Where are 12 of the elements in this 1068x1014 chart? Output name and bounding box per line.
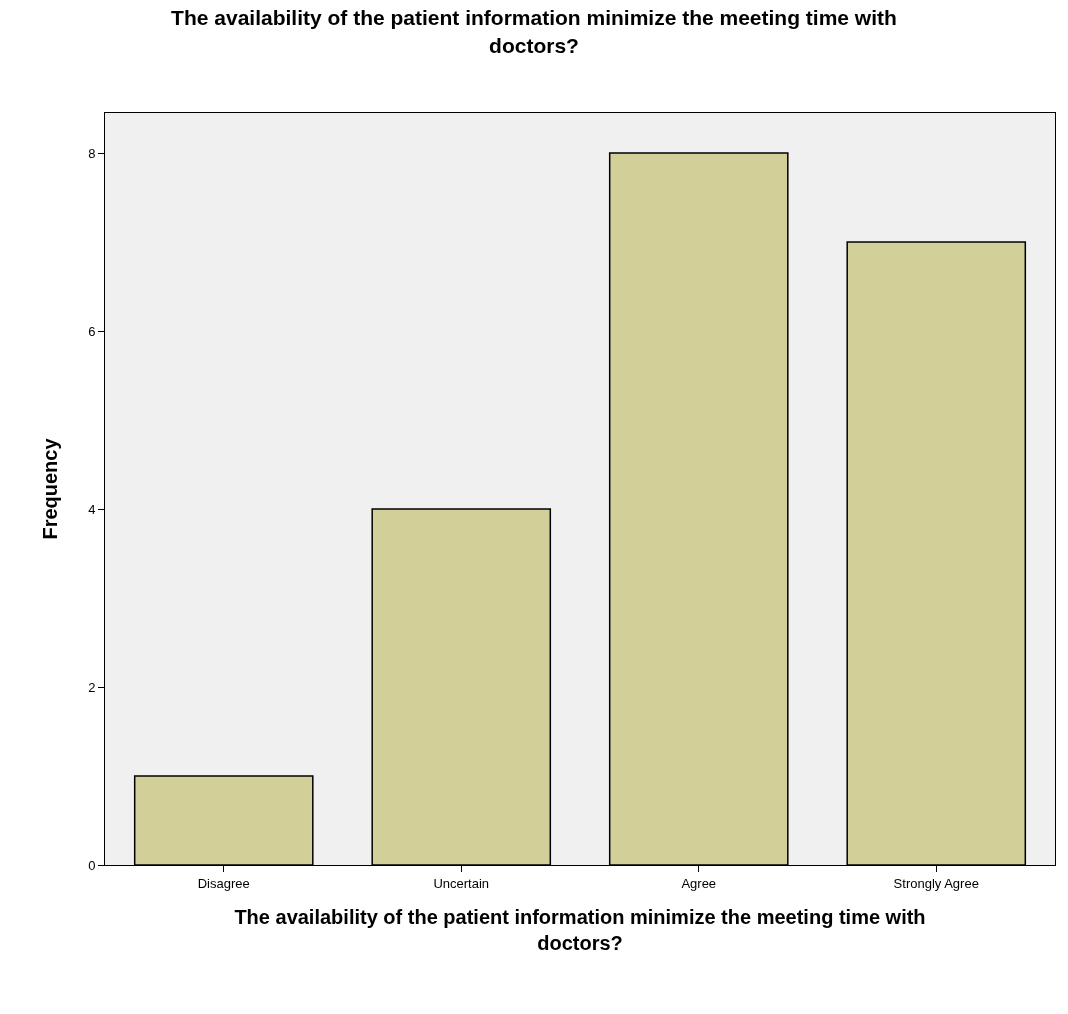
y-tick-label: 0: [88, 857, 96, 873]
y-tick-label: 6: [88, 323, 96, 339]
x-tick-label: Disagree: [197, 875, 250, 891]
y-tick-label: 8: [88, 145, 96, 161]
y-tick-label: 2: [88, 679, 96, 695]
x-tick-label: Agree: [681, 875, 717, 891]
y-tick-label: 4: [88, 501, 96, 517]
y-axis-title: Frequency: [38, 437, 61, 540]
x-tick-label: Strongly Agree: [893, 875, 979, 891]
chart-title: The availability of the patient information minimize the meeting time with doctors?: [171, 6, 897, 57]
x-tick-label: Uncertain: [433, 875, 490, 891]
x-axis-title: The availability of the patient information minimize the meeting time with doctors?: [234, 906, 926, 955]
